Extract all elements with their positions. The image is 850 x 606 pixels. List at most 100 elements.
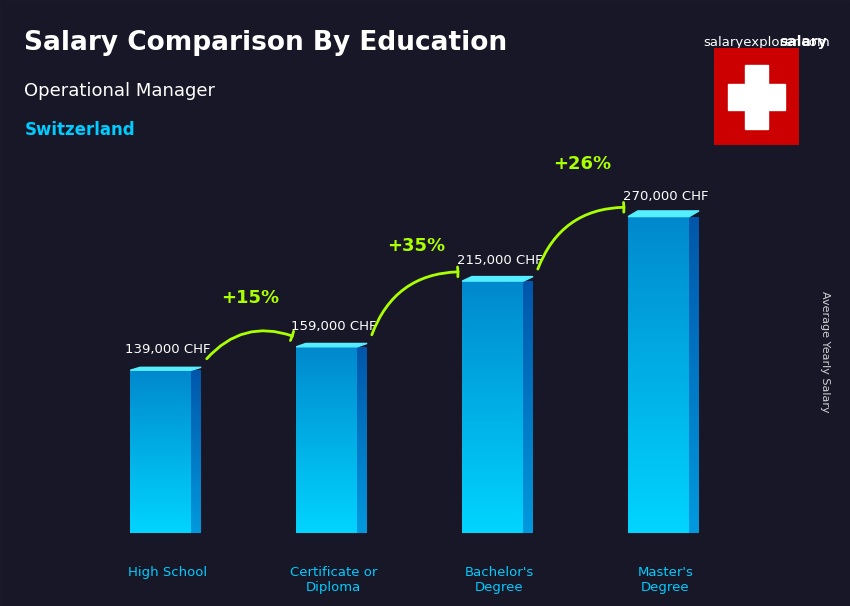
Bar <box>628 284 689 288</box>
Bar <box>462 281 524 284</box>
Text: salary: salary <box>779 35 826 50</box>
Bar <box>357 456 367 459</box>
Bar <box>130 399 191 401</box>
Bar <box>357 468 367 470</box>
Bar <box>130 513 191 515</box>
Bar <box>628 363 689 367</box>
Text: salaryexplorer.com: salaryexplorer.com <box>703 36 830 49</box>
Bar <box>689 347 699 351</box>
Bar <box>689 490 699 494</box>
Bar <box>357 482 367 484</box>
Bar <box>191 494 201 496</box>
Bar <box>689 383 699 387</box>
Bar <box>191 525 201 527</box>
Bar <box>628 458 689 462</box>
Bar <box>462 486 524 489</box>
Bar <box>524 322 533 325</box>
Bar <box>191 470 201 472</box>
Bar <box>689 482 699 486</box>
Bar <box>357 451 367 454</box>
Bar <box>130 468 191 470</box>
Bar <box>628 236 689 241</box>
Bar <box>296 365 357 368</box>
Bar <box>296 508 357 510</box>
Bar <box>628 415 689 419</box>
Bar <box>357 407 367 410</box>
Bar <box>524 470 533 473</box>
Bar <box>689 494 699 498</box>
Bar <box>524 467 533 470</box>
Bar <box>628 316 689 319</box>
Bar <box>296 496 357 498</box>
Bar <box>628 276 689 280</box>
Bar <box>191 521 201 523</box>
Bar <box>689 478 699 482</box>
Bar <box>628 486 689 490</box>
Bar <box>628 525 689 529</box>
Bar <box>357 475 367 478</box>
Bar <box>357 454 367 456</box>
Bar <box>628 474 689 478</box>
Bar <box>628 319 689 324</box>
Bar <box>296 498 357 501</box>
Bar <box>689 316 699 319</box>
Polygon shape <box>130 367 201 370</box>
Bar <box>130 436 191 438</box>
Bar <box>462 423 524 426</box>
Bar <box>296 503 357 505</box>
Bar <box>462 511 524 514</box>
Bar <box>462 303 524 306</box>
Bar <box>130 378 191 381</box>
Bar <box>524 360 533 363</box>
Bar <box>524 413 533 417</box>
Bar <box>524 357 533 360</box>
Bar <box>524 395 533 398</box>
Bar <box>357 526 367 528</box>
Bar <box>462 439 524 442</box>
Text: 215,000 CHF: 215,000 CHF <box>456 254 542 267</box>
Bar <box>462 464 524 467</box>
Bar <box>524 281 533 284</box>
Bar <box>296 351 357 354</box>
Bar <box>357 473 367 475</box>
Bar <box>745 65 768 129</box>
Bar <box>462 310 524 313</box>
Bar <box>462 514 524 518</box>
Bar <box>191 481 201 482</box>
Bar <box>130 448 191 450</box>
Bar <box>357 433 367 435</box>
Bar <box>296 522 357 524</box>
Bar <box>130 499 191 501</box>
Bar <box>357 358 367 361</box>
Bar <box>689 402 699 407</box>
Bar <box>628 529 689 533</box>
Bar <box>689 422 699 427</box>
Bar <box>628 327 689 331</box>
Bar <box>462 508 524 511</box>
Bar <box>689 327 699 331</box>
Bar <box>462 473 524 476</box>
Bar <box>689 233 699 236</box>
Bar <box>689 311 699 316</box>
Bar <box>689 355 699 359</box>
Bar <box>462 404 524 407</box>
Bar <box>628 241 689 244</box>
Bar <box>689 241 699 244</box>
Bar <box>689 228 699 233</box>
Bar <box>191 517 201 519</box>
Bar <box>357 487 367 489</box>
Bar <box>191 397 201 399</box>
Bar <box>130 462 191 464</box>
Bar <box>191 482 201 484</box>
Bar <box>628 462 689 466</box>
Bar <box>357 373 367 375</box>
Bar <box>628 399 689 402</box>
Bar <box>191 448 201 450</box>
Bar <box>191 468 201 470</box>
Bar <box>296 494 357 496</box>
Bar <box>524 319 533 322</box>
Bar <box>628 367 689 371</box>
Bar <box>357 524 367 526</box>
Bar <box>296 480 357 482</box>
Bar <box>357 363 367 365</box>
